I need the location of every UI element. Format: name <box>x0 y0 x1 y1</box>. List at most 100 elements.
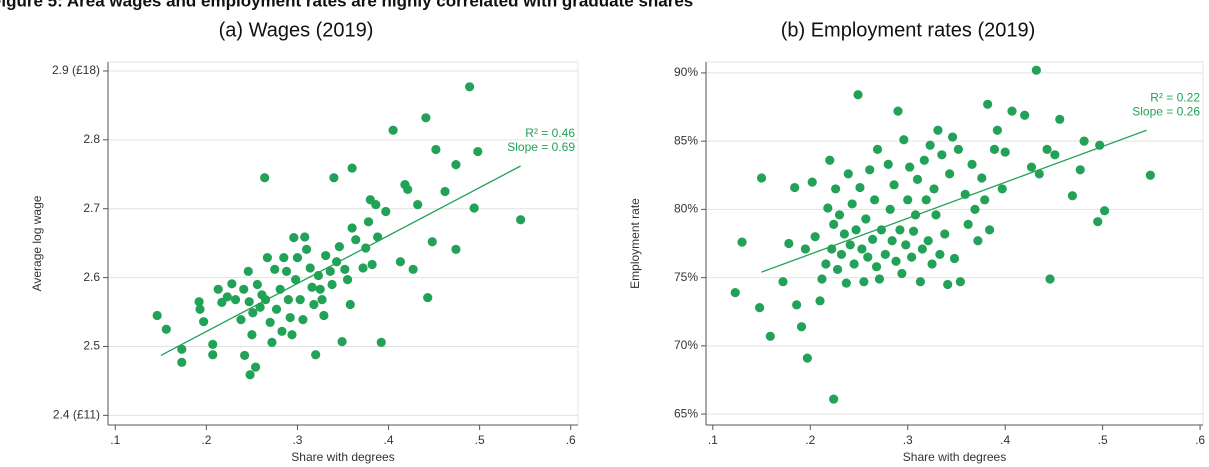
point <box>239 284 249 294</box>
point <box>756 173 767 183</box>
point <box>832 264 843 275</box>
point <box>921 195 931 205</box>
point <box>152 310 162 321</box>
point <box>208 339 218 350</box>
point <box>213 284 223 294</box>
point <box>1099 206 1110 216</box>
point <box>292 253 303 263</box>
point <box>977 173 987 183</box>
point <box>243 266 253 276</box>
point <box>311 350 321 360</box>
point <box>376 337 386 347</box>
point <box>908 226 919 236</box>
point <box>208 350 218 360</box>
x-tick-label: .4 <box>384 433 394 447</box>
point <box>903 195 913 205</box>
point <box>315 284 325 294</box>
point <box>413 199 423 210</box>
point <box>823 203 833 213</box>
point <box>222 292 232 302</box>
point <box>161 324 171 334</box>
point <box>300 232 310 242</box>
y-tick-label: 2.6 <box>83 270 100 284</box>
point <box>347 163 357 173</box>
x-tick-label: .6 <box>1195 433 1205 447</box>
point <box>1093 217 1103 227</box>
point <box>778 277 788 287</box>
point <box>831 184 841 194</box>
point <box>195 304 205 314</box>
point <box>829 394 839 404</box>
point <box>945 169 955 179</box>
point <box>949 253 960 264</box>
point <box>802 353 812 363</box>
point <box>334 241 344 252</box>
point <box>1067 191 1078 201</box>
x-tick-label: .5 <box>1098 433 1108 447</box>
point <box>984 225 995 235</box>
point <box>871 262 882 272</box>
y-tick-label: 80% <box>674 202 698 216</box>
x-tick-label: .3 <box>903 433 913 447</box>
point <box>1031 65 1041 75</box>
point <box>1034 169 1044 179</box>
point <box>240 350 250 361</box>
point <box>885 204 895 214</box>
point <box>784 238 794 249</box>
point <box>897 268 907 279</box>
point <box>1055 114 1065 124</box>
figure-title: Figure 5: Area wages and employment rate… <box>0 0 693 10</box>
point <box>271 304 282 314</box>
point <box>465 82 475 92</box>
point <box>230 295 241 305</box>
point <box>919 155 929 165</box>
point <box>872 144 883 154</box>
point <box>255 302 265 312</box>
point <box>1050 150 1060 160</box>
chart-title: (b) Employment rates (2019) <box>781 19 1036 41</box>
point <box>834 210 845 220</box>
point <box>469 203 479 213</box>
point <box>891 256 901 266</box>
point <box>737 237 747 247</box>
point <box>250 362 261 372</box>
point <box>796 322 807 332</box>
point <box>973 236 983 246</box>
point <box>194 297 204 307</box>
x-axis-label: Share with degrees <box>291 450 394 464</box>
point <box>865 165 875 175</box>
y-tick-label: 90% <box>674 65 698 79</box>
point <box>843 169 853 179</box>
point <box>516 215 526 225</box>
point <box>340 264 350 274</box>
point <box>291 275 301 285</box>
point <box>247 330 257 340</box>
point <box>395 257 405 267</box>
point <box>347 223 357 233</box>
point <box>912 174 923 184</box>
point <box>381 206 391 217</box>
point <box>1079 136 1089 146</box>
point <box>836 249 847 260</box>
point <box>821 259 831 269</box>
point <box>790 182 800 193</box>
fit-line <box>160 165 521 357</box>
point <box>403 184 413 195</box>
point <box>810 232 820 242</box>
plot-frame <box>705 61 1204 426</box>
point <box>847 199 857 209</box>
point <box>839 229 849 239</box>
point <box>955 277 965 287</box>
point <box>1095 140 1105 150</box>
y-tick-label: 65% <box>674 406 698 420</box>
point <box>933 125 943 135</box>
point <box>815 296 825 306</box>
x-tick-label: .2 <box>201 433 211 447</box>
point <box>177 357 187 367</box>
point <box>279 253 289 263</box>
point <box>997 184 1007 194</box>
point <box>329 173 339 183</box>
point <box>307 282 317 292</box>
point <box>907 252 917 262</box>
